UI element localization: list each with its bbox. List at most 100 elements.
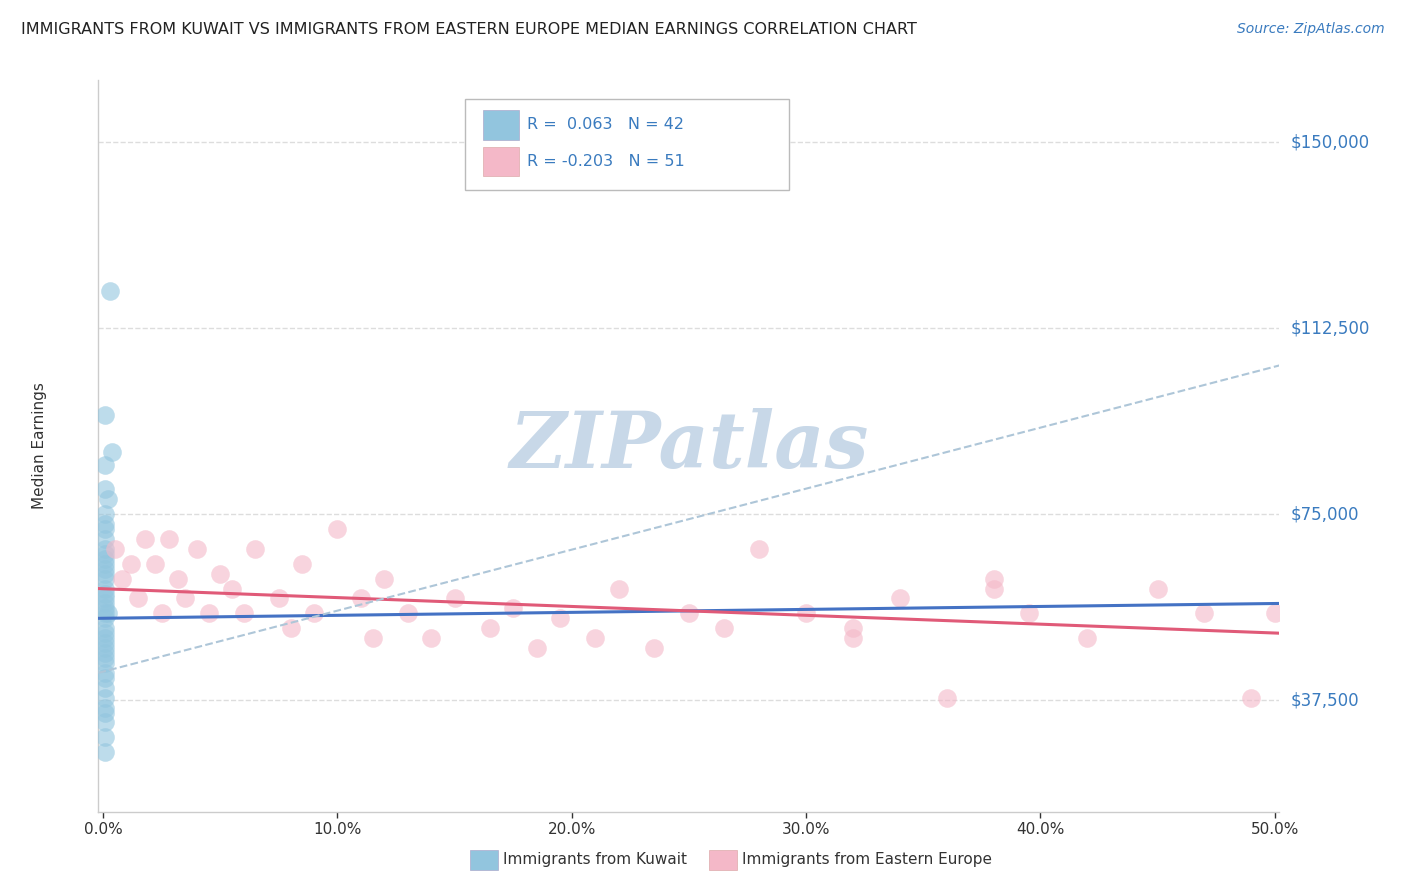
Point [94, 408, 117, 422]
Point [502, 601, 524, 615]
Point [94, 671, 117, 685]
Point [94, 715, 117, 730]
Text: R = -0.203   N = 51: R = -0.203 N = 51 [527, 154, 685, 169]
Point [97, 492, 120, 507]
Point [583, 631, 606, 645]
Point [94, 597, 117, 611]
Text: Immigrants from Kuwait: Immigrants from Kuwait [503, 853, 688, 867]
Point [889, 591, 911, 606]
Point [186, 541, 208, 556]
Point [94, 706, 117, 720]
Point [678, 607, 700, 621]
Text: $75,000: $75,000 [1291, 505, 1360, 524]
Point [420, 631, 443, 645]
Point [94, 601, 117, 615]
Point [1146, 582, 1168, 596]
Point [174, 591, 197, 606]
Point [94, 621, 117, 635]
Point [94, 731, 117, 745]
FancyBboxPatch shape [464, 99, 789, 190]
Point [1194, 607, 1216, 621]
Point [396, 607, 419, 621]
Point [94, 562, 117, 576]
Point [157, 532, 180, 546]
Point [101, 445, 124, 459]
Point [361, 631, 384, 645]
Point [1240, 690, 1263, 705]
Point [983, 582, 1005, 596]
Point [134, 532, 156, 546]
Point [94, 517, 117, 532]
Point [94, 566, 117, 581]
Point [350, 591, 373, 606]
Point [94, 591, 117, 606]
Point [94, 547, 117, 561]
Point [443, 591, 465, 606]
Point [643, 641, 665, 656]
Point [935, 690, 957, 705]
Point [94, 586, 117, 600]
Point [373, 572, 395, 586]
Point [842, 621, 865, 635]
Point [1264, 607, 1286, 621]
Point [94, 681, 117, 695]
Point [94, 611, 117, 625]
Point [983, 572, 1005, 586]
Point [143, 557, 166, 571]
Point [94, 551, 117, 566]
Point [842, 631, 865, 645]
Point [94, 557, 117, 571]
Point [302, 607, 325, 621]
Point [94, 522, 117, 536]
Point [167, 572, 190, 586]
Point [94, 541, 117, 556]
Text: Source: ZipAtlas.com: Source: ZipAtlas.com [1237, 22, 1385, 37]
Point [478, 621, 501, 635]
Point [94, 651, 117, 665]
Point [94, 631, 117, 645]
Point [94, 507, 117, 521]
Point [197, 607, 219, 621]
Point [748, 541, 770, 556]
Point [94, 636, 117, 650]
Point [209, 566, 232, 581]
Point [267, 591, 290, 606]
Point [127, 591, 149, 606]
Point [94, 582, 117, 596]
Point [221, 582, 243, 596]
Point [326, 522, 349, 536]
Point [245, 541, 267, 556]
Point [94, 745, 117, 759]
Point [280, 621, 302, 635]
Point [94, 572, 117, 586]
Text: IMMIGRANTS FROM KUWAIT VS IMMIGRANTS FROM EASTERN EUROPE MEDIAN EARNINGS CORRELA: IMMIGRANTS FROM KUWAIT VS IMMIGRANTS FRO… [21, 22, 917, 37]
Text: $112,500: $112,500 [1291, 319, 1369, 337]
Point [1076, 631, 1098, 645]
Point [94, 483, 117, 497]
Point [94, 532, 117, 546]
Point [111, 572, 134, 586]
Point [713, 621, 735, 635]
Point [98, 284, 121, 298]
Point [94, 700, 117, 714]
Point [94, 607, 117, 621]
Text: R =  0.063   N = 42: R = 0.063 N = 42 [527, 118, 685, 132]
Point [94, 641, 117, 656]
Text: Immigrants from Eastern Europe: Immigrants from Eastern Europe [742, 853, 993, 867]
Text: ZIPatlas: ZIPatlas [509, 408, 869, 484]
Point [607, 582, 630, 596]
FancyBboxPatch shape [484, 147, 519, 176]
Point [94, 646, 117, 660]
Text: $37,500: $37,500 [1291, 691, 1360, 709]
Point [94, 656, 117, 670]
Point [94, 690, 117, 705]
FancyBboxPatch shape [484, 111, 519, 139]
Point [97, 607, 120, 621]
Point [291, 557, 314, 571]
Text: $150,000: $150,000 [1291, 133, 1369, 152]
Point [94, 665, 117, 680]
Point [94, 626, 117, 640]
Point [120, 557, 142, 571]
Point [232, 607, 254, 621]
Point [150, 607, 173, 621]
